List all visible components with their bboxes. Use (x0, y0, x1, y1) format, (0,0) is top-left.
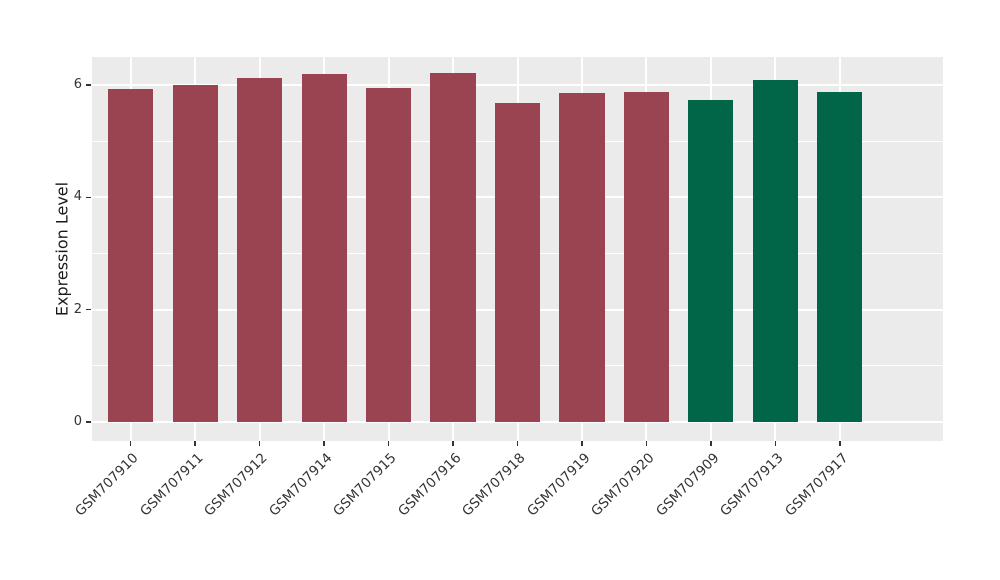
x-tick-label: GSM707913 (717, 450, 787, 520)
x-tick-label: GSM707911 (137, 450, 207, 520)
bar-GSM707920 (623, 91, 669, 422)
y-axis-tick (86, 421, 91, 423)
x-tick-label: GSM707919 (523, 450, 594, 520)
x-axis-tick (129, 441, 132, 446)
x-axis-tick (839, 441, 841, 446)
x-axis-tick (774, 441, 777, 446)
x-tick-label: GSM707914 (265, 450, 336, 520)
x-tick-label: GSM707916 (394, 450, 465, 520)
x-axis-tick (387, 441, 390, 446)
y-axis-tick (86, 308, 91, 311)
x-axis-tick (710, 441, 712, 446)
x-tick-label: GSM707910 (72, 450, 143, 520)
x-tick-label: GSM707918 (459, 450, 529, 520)
y-tick-label: 6 (73, 77, 82, 93)
x-axis-tick (581, 441, 583, 446)
y-tick-label: 2 (73, 301, 82, 317)
bar-GSM707919 (559, 92, 605, 422)
bar-GSM707911 (172, 84, 218, 422)
x-axis-tick (258, 441, 261, 446)
bar-GSM707916 (430, 73, 476, 422)
y-axis-title: Expression Level (52, 181, 72, 317)
x-axis-tick (452, 441, 454, 446)
y-axis-tick (86, 84, 91, 86)
bar-GSM707909 (688, 100, 734, 422)
bar-GSM707917 (817, 92, 863, 422)
x-axis-tick (645, 441, 648, 446)
x-tick-label: GSM707920 (588, 450, 658, 520)
bar-GSM707910 (108, 89, 154, 422)
x-tick-label: GSM707912 (201, 450, 271, 520)
x-axis-tick (516, 441, 519, 446)
y-tick-label: 0 (73, 413, 82, 429)
bar-GSM707915 (365, 88, 412, 422)
bar-GSM707913 (752, 80, 798, 422)
x-tick-label: GSM707915 (330, 450, 400, 520)
x-axis-tick (323, 441, 325, 446)
bar-GSM707918 (494, 103, 541, 422)
x-tick-label: GSM707909 (652, 450, 723, 520)
bar-GSM707912 (237, 77, 283, 422)
bar-GSM707914 (301, 74, 347, 422)
y-tick-label: 4 (73, 189, 82, 205)
y-axis-tick (86, 196, 91, 199)
x-axis-tick (194, 441, 196, 446)
plot-panel (92, 57, 943, 441)
x-tick-label: GSM707917 (781, 450, 852, 520)
